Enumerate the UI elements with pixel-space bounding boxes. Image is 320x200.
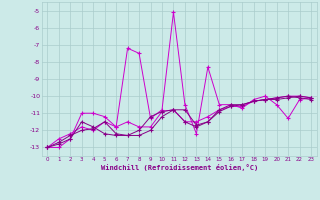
X-axis label: Windchill (Refroidissement éolien,°C): Windchill (Refroidissement éolien,°C) <box>100 164 258 171</box>
